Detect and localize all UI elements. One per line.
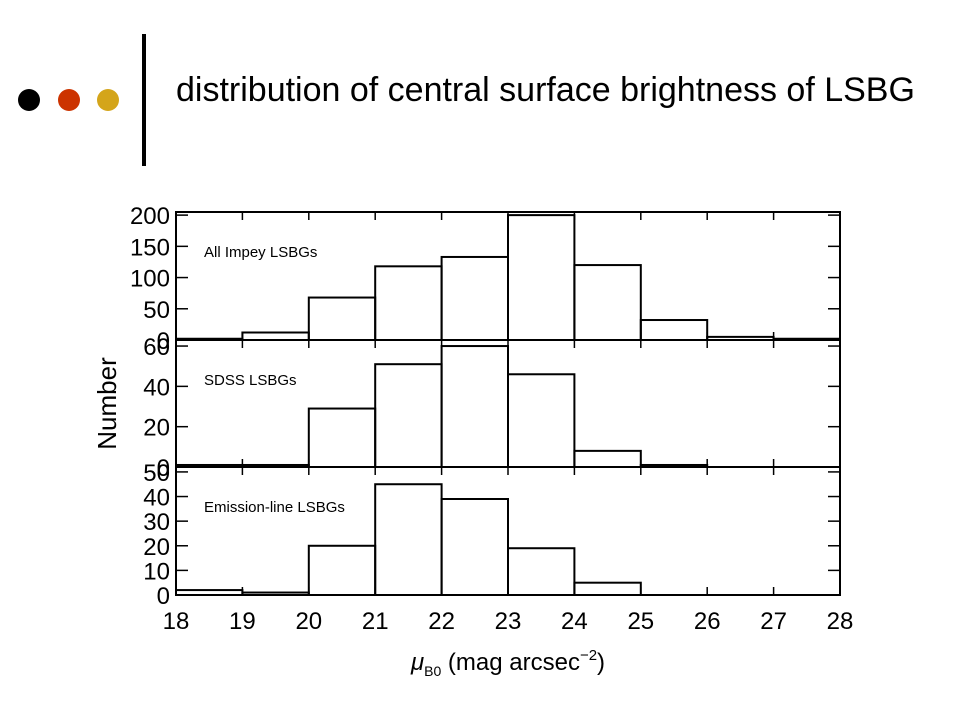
y-tick-label: 100	[130, 266, 170, 293]
panel-1: 0 50 100 150 200 All Impey LSBGs	[130, 203, 841, 355]
histogram-bar	[307, 296, 377, 342]
histogram-bar	[639, 319, 709, 342]
x-tick-label: 23	[495, 608, 522, 635]
histogram-bar	[374, 363, 443, 468]
histogram-bar	[440, 345, 510, 468]
y-tick-label: 20	[143, 534, 170, 561]
histogram-bar	[374, 265, 443, 341]
y-tick-label: 10	[143, 558, 170, 585]
x-tick-label: 22	[428, 608, 455, 635]
bullet-dot-gold	[97, 89, 119, 111]
y-tick-label: 40	[143, 374, 170, 401]
histogram-bar	[440, 498, 510, 596]
histogram-bar	[307, 407, 377, 469]
histogram-bar	[573, 449, 642, 468]
x-tick-label: 21	[362, 608, 389, 635]
bullet-dot-black	[18, 89, 40, 111]
title-divider	[142, 34, 146, 166]
y-tick-label: 0	[157, 455, 170, 482]
x-tick-label: 25	[627, 608, 654, 635]
y-tick-label: 40	[143, 485, 170, 512]
x-tick-label: 27	[760, 608, 787, 635]
y-tick-label: 20	[143, 415, 170, 442]
histogram-bar	[241, 331, 310, 342]
panel-2: 0 20 40 60 SDSS LSBGs	[143, 334, 841, 482]
y-tick-label: 150	[130, 234, 170, 261]
histogram-bar	[374, 483, 443, 597]
y-tick-label: 50	[143, 297, 170, 324]
bullet-dot-red	[58, 89, 80, 111]
histogram-bar	[507, 373, 576, 468]
y-tick-label: 50	[143, 460, 170, 487]
histogram-bar	[573, 264, 642, 341]
panel-label: SDSS LSBGs	[204, 372, 297, 389]
x-tick-label: 24	[561, 608, 588, 635]
y-tick-label: 30	[143, 509, 170, 536]
panel-label: All Impey LSBGs	[204, 244, 317, 261]
x-tick-label: 18	[163, 608, 190, 635]
x-tick-label: 28	[827, 608, 854, 635]
y-axis-label: Number	[92, 357, 122, 450]
x-axis-label: μB0 (mag arcsec−2)	[410, 647, 605, 679]
histogram-bar	[440, 255, 510, 341]
histogram-bar	[573, 581, 642, 597]
y-tick-label: 60	[143, 334, 170, 361]
slide-title: distribution of central surface brightne…	[176, 71, 915, 109]
y-tick-label: 0	[157, 328, 170, 355]
y-tick-label: 0	[157, 583, 170, 610]
x-tick-label: 20	[295, 608, 322, 635]
histogram-bar	[507, 214, 576, 342]
x-tick-label: 26	[694, 608, 721, 635]
histogram-bar	[307, 544, 377, 596]
y-tick-label: 200	[130, 203, 170, 230]
x-tick-label: 19	[229, 608, 256, 635]
panel-label: Emission-line LSBGs	[204, 499, 345, 516]
histogram-bar	[507, 547, 576, 597]
